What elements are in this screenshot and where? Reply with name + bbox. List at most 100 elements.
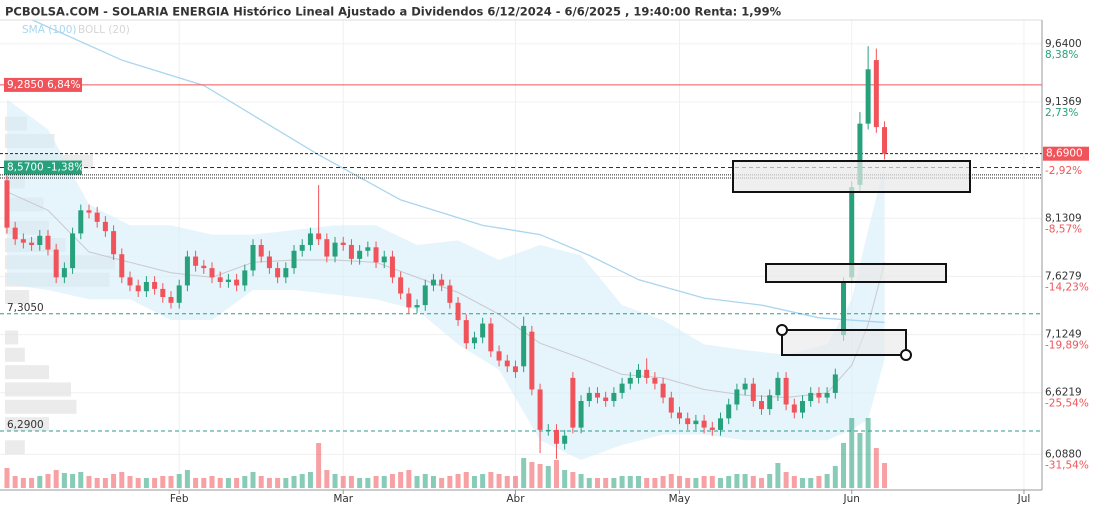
candle-body bbox=[357, 250, 363, 259]
volume-bar bbox=[742, 474, 748, 488]
candle-body bbox=[578, 401, 584, 428]
volume-bar bbox=[275, 478, 281, 488]
candle-body bbox=[217, 277, 223, 282]
volume-bar bbox=[406, 470, 412, 488]
candle-body bbox=[398, 277, 404, 294]
candle-body bbox=[545, 429, 551, 431]
candle-body bbox=[102, 221, 108, 232]
level-label-bg bbox=[4, 160, 82, 175]
candle-body bbox=[742, 383, 748, 390]
volume-bar bbox=[316, 443, 322, 488]
volume-bar bbox=[832, 466, 838, 488]
candle-body bbox=[193, 256, 199, 266]
volume-bar bbox=[193, 478, 199, 488]
candle-body bbox=[12, 227, 18, 240]
candle-body bbox=[29, 242, 35, 245]
y-pct-label: -2,92% bbox=[1045, 165, 1082, 177]
candle-body bbox=[53, 249, 59, 278]
volume-bar bbox=[365, 478, 371, 488]
candle-body bbox=[832, 374, 838, 393]
volume-bar bbox=[619, 476, 625, 488]
y-pct-label: 2,73% bbox=[1045, 107, 1078, 119]
volume-bar bbox=[37, 476, 43, 488]
volume-bar bbox=[791, 476, 797, 488]
volume-bar bbox=[340, 476, 346, 488]
candle-body bbox=[480, 323, 486, 338]
volume-bar bbox=[504, 476, 510, 488]
level-label: 6,2900 bbox=[7, 419, 44, 431]
y-pct-label: -14,23% bbox=[1045, 281, 1089, 293]
legend-sma: SMA (100) bbox=[22, 24, 76, 36]
chart-title: PCBOLSA.COM - SOLARIA ENERGIA Histórico … bbox=[5, 5, 782, 19]
candle-body bbox=[225, 279, 231, 282]
volume-bar bbox=[480, 474, 486, 488]
volume-bar bbox=[299, 474, 305, 488]
candle-body bbox=[316, 233, 322, 240]
candle-body bbox=[759, 401, 765, 410]
candle-body bbox=[389, 256, 395, 278]
y-tick-label: 8,1309 bbox=[1045, 212, 1082, 224]
candle-body bbox=[734, 389, 740, 405]
candle-body bbox=[61, 268, 67, 278]
volume-bar bbox=[209, 476, 215, 488]
candle-body bbox=[594, 392, 600, 398]
candle-body bbox=[488, 323, 494, 352]
volume-bar bbox=[652, 478, 658, 488]
candle-body bbox=[406, 293, 412, 308]
candle-body bbox=[242, 270, 248, 286]
y-tick-label: 9,6400 bbox=[1045, 38, 1082, 50]
legend-boll: BOLL (20) bbox=[78, 24, 130, 36]
candle-body bbox=[373, 247, 379, 263]
candle-body bbox=[750, 383, 756, 402]
volume-bar bbox=[447, 476, 453, 488]
level-label: 8,5700 -1,38% bbox=[7, 162, 84, 174]
volume-bar bbox=[398, 472, 404, 488]
volume-bar bbox=[201, 478, 207, 488]
candle-body bbox=[168, 296, 174, 303]
level-label-bg bbox=[4, 77, 82, 92]
x-tick-label: Jul bbox=[1017, 493, 1031, 505]
volume-bar bbox=[882, 463, 888, 488]
volume-bar bbox=[841, 443, 847, 488]
candle-body bbox=[644, 369, 650, 378]
candle-body bbox=[94, 212, 100, 222]
candle-body bbox=[176, 285, 182, 303]
volume-bar bbox=[439, 478, 445, 488]
volume-bar bbox=[709, 476, 715, 488]
candle-body bbox=[619, 383, 625, 393]
volume-bar bbox=[521, 458, 527, 488]
volume-bar bbox=[562, 470, 568, 488]
volume-bar bbox=[545, 466, 551, 488]
volume-bar bbox=[849, 418, 855, 488]
x-tick-label: Feb bbox=[170, 493, 189, 505]
volume-bar bbox=[808, 478, 814, 488]
candle-body bbox=[808, 392, 814, 402]
candle-body bbox=[800, 401, 806, 413]
volume-bar bbox=[20, 478, 26, 488]
volume-bar bbox=[373, 476, 379, 488]
volume-bar bbox=[414, 476, 420, 488]
volume-bar bbox=[111, 474, 117, 488]
candle-body bbox=[283, 268, 289, 278]
candle-body bbox=[111, 231, 117, 255]
volume-bar bbox=[45, 474, 51, 488]
annotation-handle bbox=[900, 349, 912, 361]
sma-line bbox=[31, 19, 885, 324]
candle-body bbox=[471, 337, 477, 344]
candle-body bbox=[78, 210, 84, 234]
volume-bar bbox=[184, 470, 190, 488]
volume-bar bbox=[676, 476, 682, 488]
volume-bar bbox=[61, 473, 67, 488]
volume-bar bbox=[816, 476, 822, 488]
candle-body bbox=[726, 404, 732, 419]
volume-bar bbox=[824, 474, 830, 488]
candle-body bbox=[37, 235, 43, 245]
volume-bar bbox=[570, 472, 576, 488]
candle-body bbox=[4, 180, 10, 228]
candle-body bbox=[627, 377, 633, 384]
volume-bar bbox=[217, 478, 223, 488]
volume-bar bbox=[135, 478, 141, 488]
candle-body bbox=[135, 285, 141, 292]
candle-body bbox=[865, 69, 871, 124]
